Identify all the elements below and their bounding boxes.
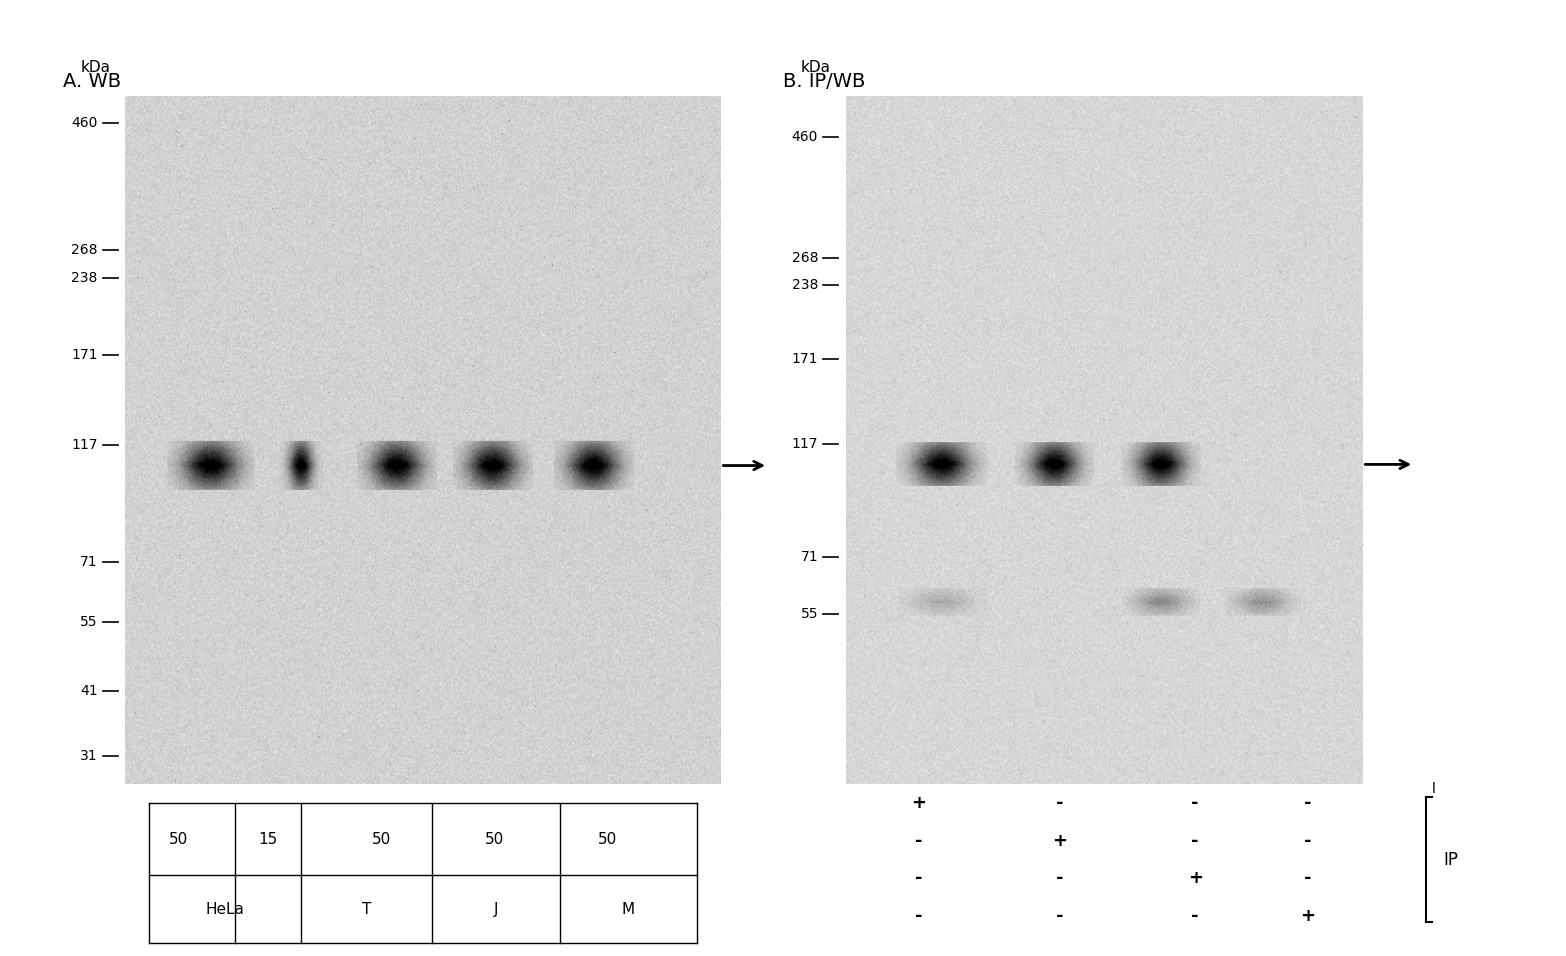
Text: l: l — [1431, 782, 1436, 795]
Text: J: J — [493, 902, 498, 917]
Text: 117: 117 — [70, 438, 97, 451]
Text: -: - — [915, 832, 922, 850]
Text: -: - — [915, 906, 922, 924]
Text: -: - — [1055, 794, 1063, 813]
Text: A. WB: A. WB — [63, 72, 121, 91]
Text: 55: 55 — [80, 615, 97, 629]
Text: kDa: kDa — [80, 60, 110, 75]
Text: 71: 71 — [800, 550, 817, 563]
Text: 50: 50 — [484, 832, 504, 847]
Text: T: T — [362, 902, 371, 917]
Text: +: + — [1052, 832, 1068, 850]
Text: 41: 41 — [80, 684, 97, 698]
Text: 238: 238 — [72, 271, 97, 285]
Text: 268: 268 — [791, 251, 817, 265]
Text: -: - — [1304, 832, 1312, 850]
Text: 31: 31 — [80, 750, 97, 764]
Text: -: - — [915, 869, 922, 887]
Text: -: - — [1304, 794, 1312, 813]
Text: B. IP/WB: B. IP/WB — [783, 72, 866, 91]
Text: 50: 50 — [371, 832, 392, 847]
Text: HeLa: HeLa — [205, 902, 244, 917]
Text: -: - — [1192, 794, 1200, 813]
Text: 238: 238 — [792, 278, 817, 292]
Text: 171: 171 — [70, 348, 97, 362]
Text: 15: 15 — [258, 832, 277, 847]
Text: -: - — [1192, 832, 1200, 850]
Text: 50: 50 — [169, 832, 188, 847]
Text: 55: 55 — [800, 607, 817, 620]
Text: 268: 268 — [70, 243, 97, 257]
Text: 117: 117 — [791, 437, 817, 451]
Text: kDa: kDa — [800, 60, 830, 75]
Text: -: - — [1304, 869, 1312, 887]
Text: 460: 460 — [72, 116, 97, 130]
Text: -: - — [1055, 869, 1063, 887]
Text: 460: 460 — [792, 130, 817, 144]
Text: 171: 171 — [791, 352, 817, 366]
Text: -: - — [1192, 906, 1200, 924]
Text: -: - — [1055, 906, 1063, 924]
Text: 50: 50 — [598, 832, 617, 847]
Text: IP: IP — [1444, 851, 1458, 869]
Text: +: + — [1300, 906, 1315, 924]
Text: M: M — [622, 902, 634, 917]
Text: 71: 71 — [80, 554, 97, 569]
Text: +: + — [911, 794, 927, 813]
Text: +: + — [1187, 869, 1203, 887]
